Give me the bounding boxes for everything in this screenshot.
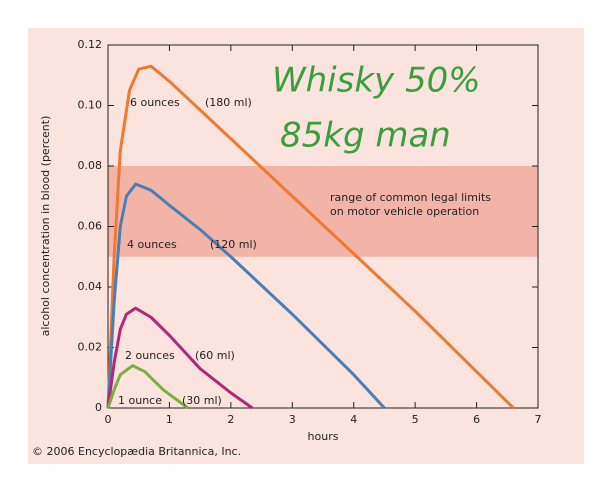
series-volume: (60 ml)	[195, 349, 235, 362]
series-volume: (120 ml)	[210, 238, 257, 251]
series-line	[106, 64, 515, 410]
x-axis-label: hours	[308, 430, 339, 443]
series-label: 2 ounces	[125, 349, 175, 362]
x-tick-label: 6	[473, 413, 480, 426]
series-label: 6 ounces	[130, 96, 180, 109]
band-label: range of common legal limits	[330, 191, 491, 204]
band-label: on motor vehicle operation	[330, 205, 479, 218]
x-tick-label: 7	[535, 413, 542, 426]
y-tick-label: 0.08	[78, 159, 103, 172]
x-tick-label: 0	[105, 413, 112, 426]
handwritten-note: Whisky 50%	[272, 61, 481, 101]
series-label: 4 ounces	[127, 238, 177, 251]
x-tick-label: 4	[350, 413, 357, 426]
x-tick-label: 3	[289, 413, 296, 426]
handwritten-note: 85kg man	[280, 116, 451, 156]
y-tick-label: 0.06	[78, 220, 103, 233]
x-tick-label: 1	[166, 413, 173, 426]
y-tick-label: 0.02	[78, 341, 103, 354]
x-tick-label: 5	[412, 413, 419, 426]
y-axis-label: alcohol concentration in blood (percent)	[39, 116, 52, 337]
legal-limit-band	[108, 166, 538, 257]
y-tick-label: 0.10	[78, 99, 103, 112]
series-line	[106, 364, 189, 410]
credit: © 2006 Encyclopædia Britannica, Inc.	[32, 445, 241, 458]
series-label: 1 ounce	[118, 394, 162, 407]
series-volume: (180 ml)	[205, 96, 252, 109]
y-tick-label: 0.04	[78, 280, 103, 293]
y-tick-label: 0.12	[78, 38, 103, 51]
series-line	[106, 306, 254, 410]
y-tick-label: 0	[95, 401, 102, 414]
series-volume: (30 ml)	[182, 394, 222, 407]
x-tick-label: 2	[227, 413, 234, 426]
series-line	[106, 182, 386, 410]
